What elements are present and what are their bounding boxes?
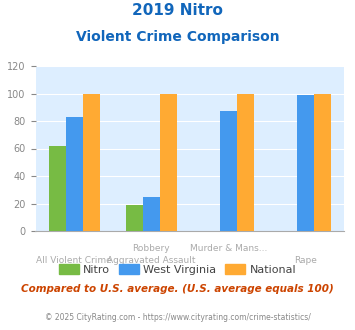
- Text: Murder & Mans...: Murder & Mans...: [190, 244, 267, 253]
- Bar: [237, 93, 254, 231]
- Text: Rape: Rape: [294, 256, 317, 265]
- Bar: [297, 95, 314, 231]
- Legend: Nitro, West Virginia, National: Nitro, West Virginia, National: [54, 260, 301, 279]
- Text: Robbery: Robbery: [132, 244, 170, 253]
- Text: Compared to U.S. average. (U.S. average equals 100): Compared to U.S. average. (U.S. average …: [21, 284, 334, 294]
- Text: Violent Crime Comparison: Violent Crime Comparison: [76, 30, 279, 44]
- Bar: [83, 93, 100, 231]
- Bar: [49, 146, 66, 231]
- Text: All Violent Crime: All Violent Crime: [36, 256, 112, 265]
- Text: Aggravated Assault: Aggravated Assault: [107, 256, 196, 265]
- Bar: [126, 205, 143, 231]
- Text: 2019 Nitro: 2019 Nitro: [132, 3, 223, 18]
- Text: © 2025 CityRating.com - https://www.cityrating.com/crime-statistics/: © 2025 CityRating.com - https://www.city…: [45, 314, 310, 322]
- Bar: [220, 112, 237, 231]
- Bar: [143, 197, 160, 231]
- Bar: [160, 93, 177, 231]
- Bar: [66, 117, 83, 231]
- Bar: [314, 93, 331, 231]
